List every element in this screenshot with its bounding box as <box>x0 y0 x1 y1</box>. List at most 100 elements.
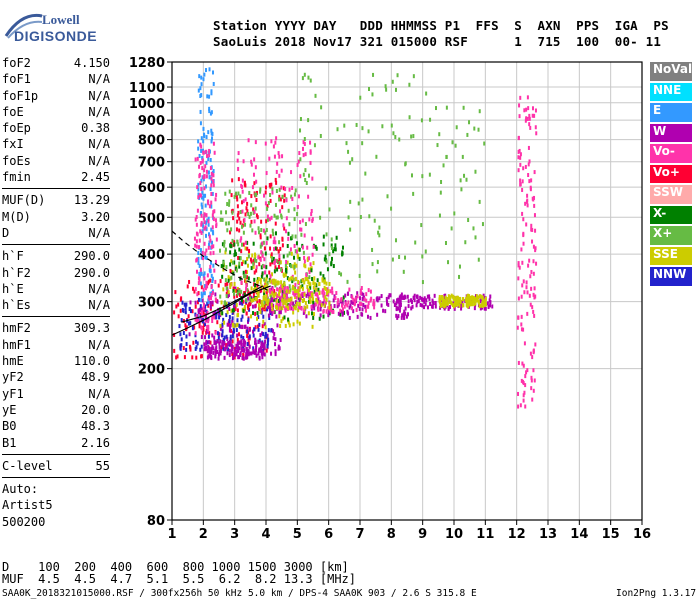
echo-point <box>277 264 280 269</box>
echo-point <box>275 258 278 263</box>
echo-point <box>517 296 520 301</box>
echo-point <box>277 346 280 351</box>
echo-point <box>287 317 290 322</box>
echo-point <box>261 331 264 336</box>
echo-point <box>216 339 219 344</box>
echo-point <box>263 264 266 269</box>
echo-point <box>529 274 532 279</box>
echo-point <box>269 274 272 279</box>
echo-point <box>266 296 269 301</box>
echo-point <box>332 249 335 254</box>
echo-point <box>521 187 524 192</box>
echo-point <box>388 293 391 298</box>
echo-point <box>455 125 458 130</box>
echo-point <box>251 253 254 258</box>
echo-point <box>268 217 271 222</box>
echo-point <box>240 342 243 347</box>
echo-point <box>296 204 299 209</box>
echo-point <box>322 234 325 239</box>
echo-point <box>319 307 322 312</box>
echo-point <box>521 179 524 184</box>
echo-point <box>236 308 239 313</box>
echo-point <box>309 150 312 155</box>
echo-point <box>350 300 353 305</box>
echo-point <box>246 246 249 251</box>
echo-point <box>202 150 205 155</box>
echo-point <box>533 295 536 300</box>
echo-point <box>315 283 318 288</box>
echo-point <box>295 289 298 294</box>
echo-point <box>372 302 375 307</box>
echo-point <box>518 103 521 108</box>
echo-point <box>308 290 311 295</box>
param-name: hmE <box>2 354 24 369</box>
echo-point <box>444 303 447 308</box>
echo-point <box>198 172 201 177</box>
echo-point <box>313 143 316 148</box>
echo-point <box>404 161 407 166</box>
echo-point <box>198 263 201 268</box>
echo-point <box>226 337 229 342</box>
echo-point <box>483 141 486 146</box>
echo-point <box>221 322 224 327</box>
echo-point <box>194 331 197 336</box>
echo-point <box>520 322 523 327</box>
echo-point <box>255 179 258 184</box>
echo-point <box>199 109 202 114</box>
echo-point <box>181 300 184 305</box>
echo-point <box>302 310 305 315</box>
echo-point <box>213 209 216 214</box>
echo-point <box>309 140 312 145</box>
echo-point <box>402 269 405 274</box>
echo-point <box>264 307 267 312</box>
echo-point <box>303 305 306 310</box>
echo-point <box>310 306 313 311</box>
echo-point <box>231 238 234 243</box>
echo-point <box>218 341 221 346</box>
echo-point <box>348 305 351 310</box>
echo-point <box>397 306 400 311</box>
echo-point <box>205 149 208 154</box>
echo-point <box>227 347 230 352</box>
echo-point <box>528 116 531 121</box>
echo-point <box>195 231 198 236</box>
param-name: yF1 <box>2 386 24 401</box>
echo-point <box>282 186 285 191</box>
echo-point <box>423 305 426 310</box>
echo-point <box>265 219 268 224</box>
echo-point <box>312 285 315 290</box>
echo-point <box>216 320 219 325</box>
echo-point <box>447 306 450 311</box>
echo-point <box>270 295 273 300</box>
echo-point <box>265 300 268 305</box>
echo-point <box>273 297 276 302</box>
echo-point <box>284 306 287 311</box>
echo-point <box>284 300 287 305</box>
echo-point <box>179 308 182 313</box>
echo-point <box>201 155 204 160</box>
echo-point <box>224 191 227 196</box>
echo-point <box>303 308 306 313</box>
echo-point <box>266 217 269 222</box>
echo-point <box>298 321 301 326</box>
echo-point <box>351 306 354 311</box>
echo-point <box>260 274 263 279</box>
echo-point <box>278 240 281 245</box>
echo-point <box>399 300 402 305</box>
echo-point <box>283 315 286 320</box>
echo-point <box>323 257 326 262</box>
legend-item-vo: Vo- <box>650 144 692 163</box>
param-name: foEp <box>2 121 31 136</box>
echo-point <box>231 322 234 327</box>
echo-point <box>257 339 260 344</box>
echo-point <box>211 170 214 175</box>
echo-point <box>225 345 228 350</box>
echo-point <box>195 345 198 350</box>
echo-point <box>230 259 233 264</box>
y-tick-label: 1000 <box>129 97 165 112</box>
echo-point <box>203 271 206 276</box>
echo-point <box>262 228 265 233</box>
echo-point <box>203 168 206 173</box>
echo-point <box>435 106 438 111</box>
echo-point <box>303 263 306 268</box>
